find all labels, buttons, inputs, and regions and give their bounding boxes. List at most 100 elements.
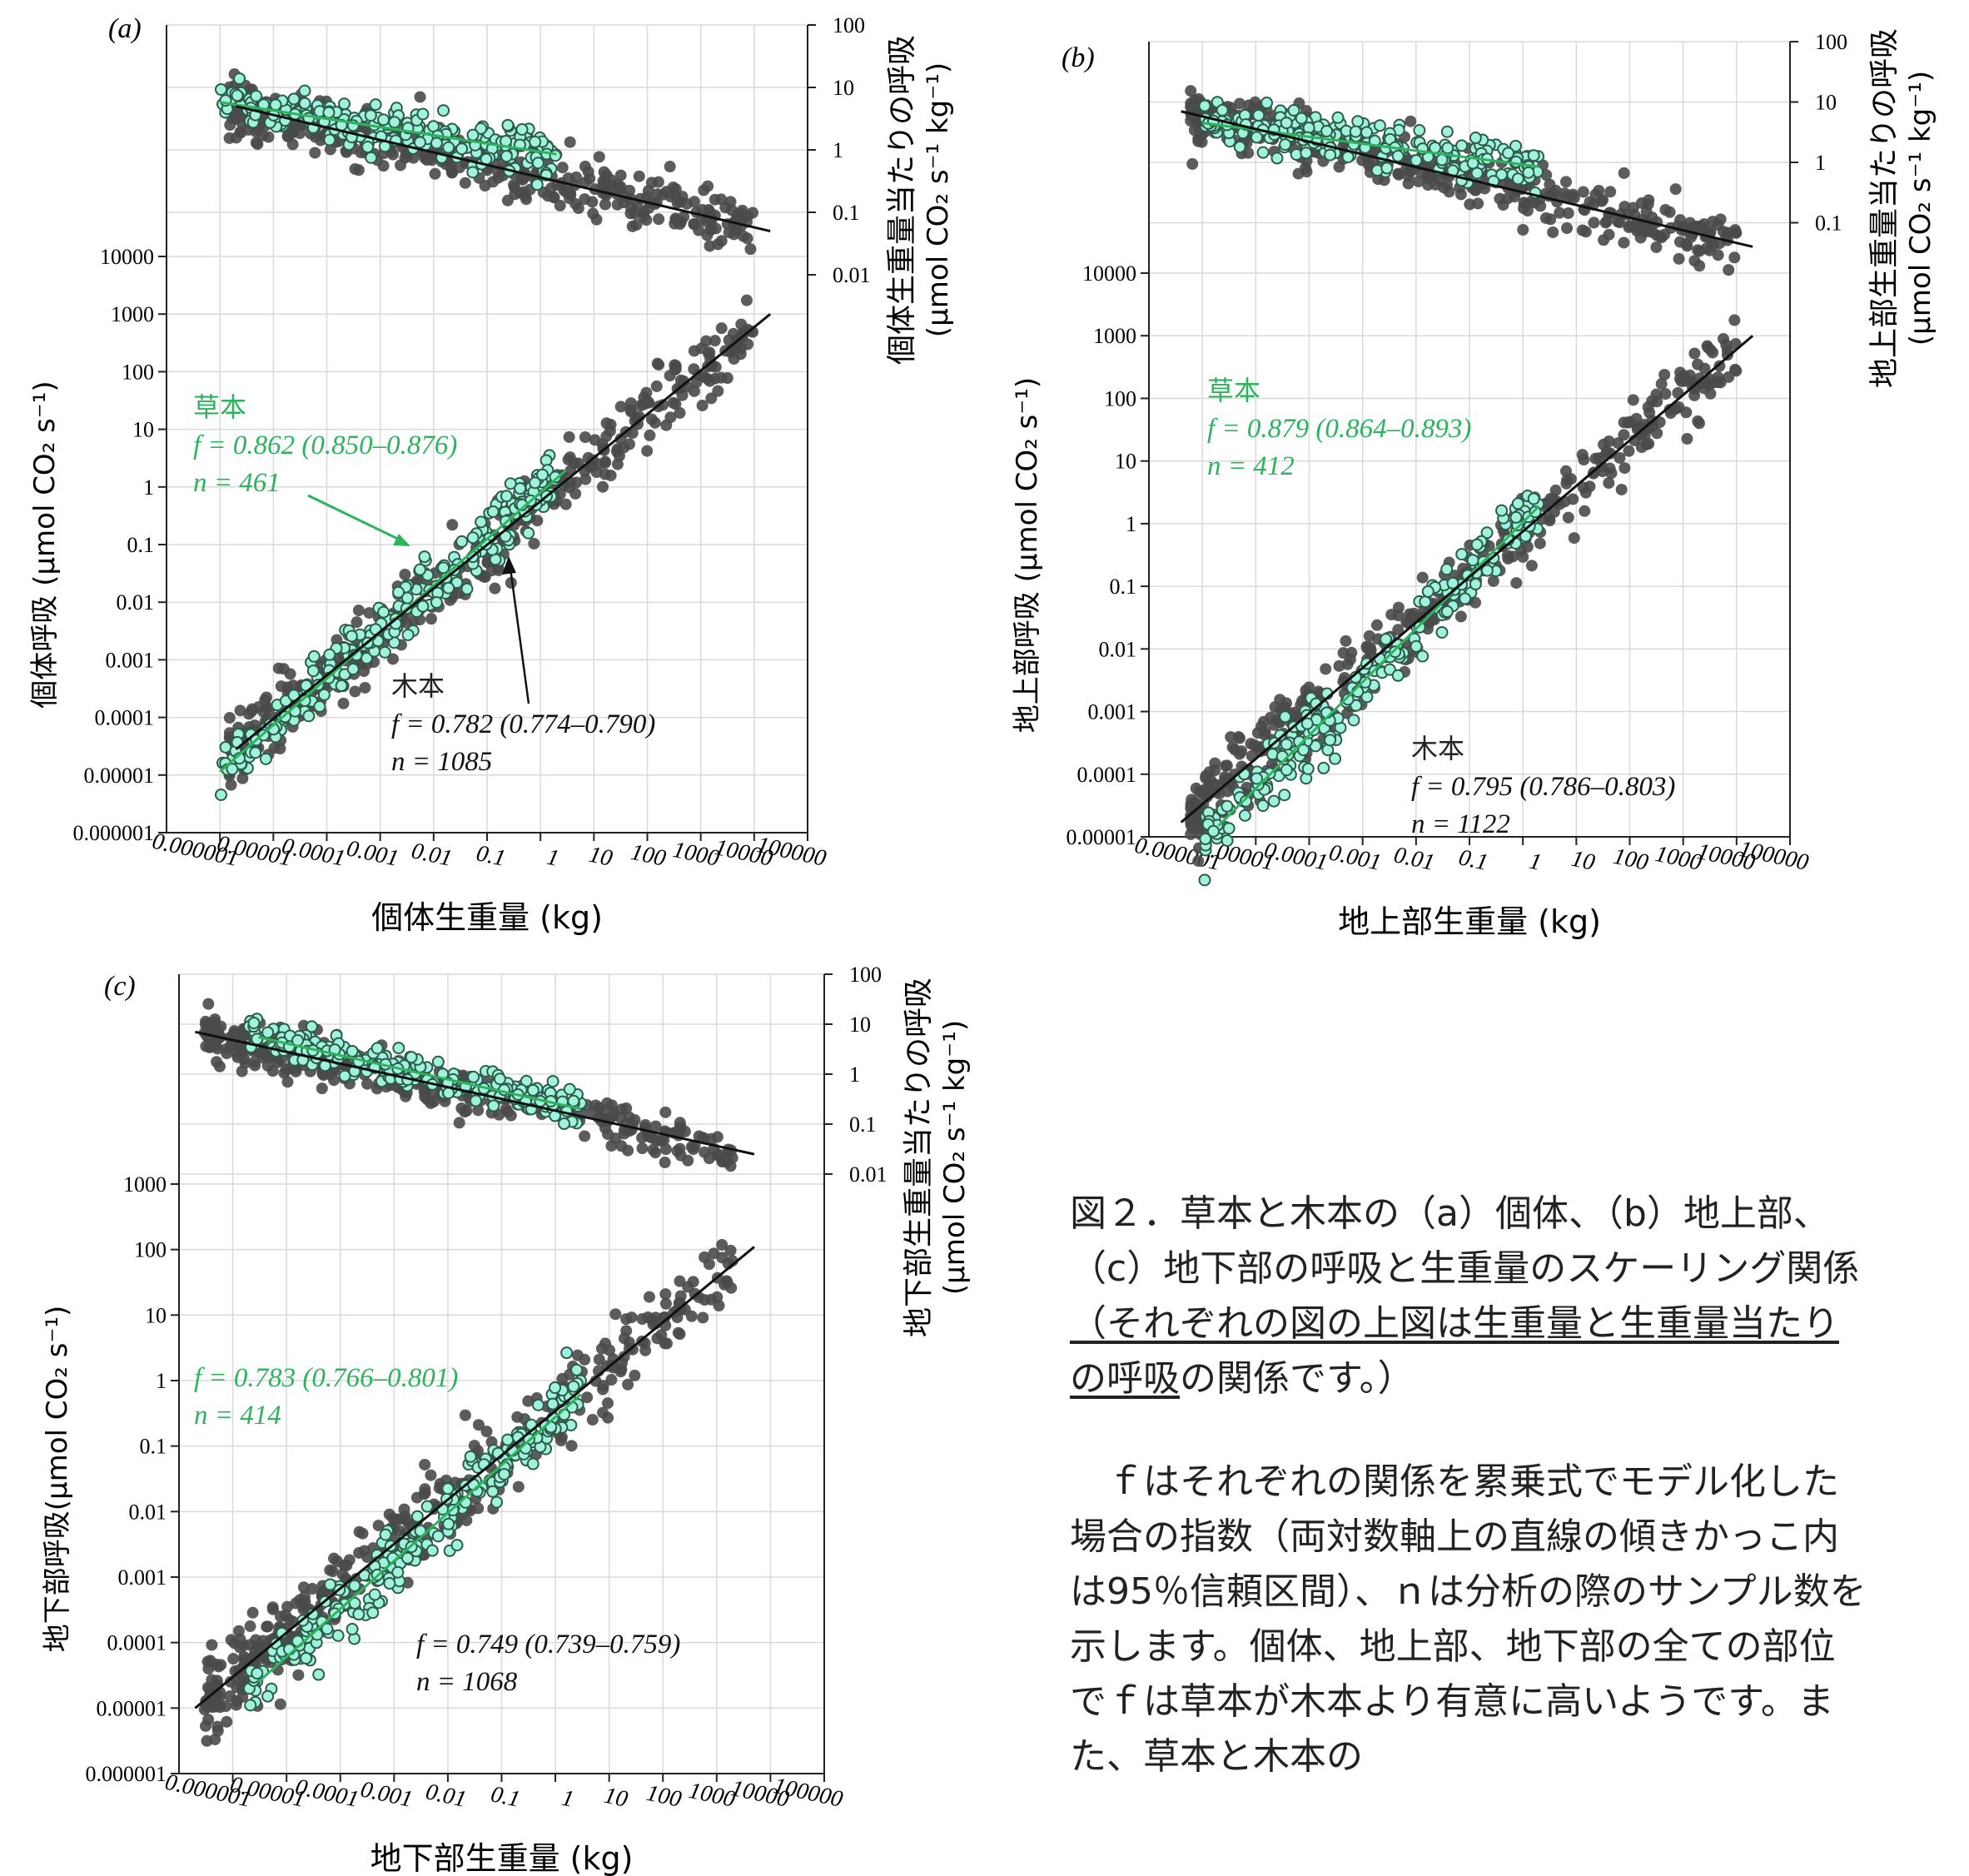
woody-point	[1454, 610, 1467, 623]
woody-mass-point	[649, 1120, 662, 1132]
herb-point	[501, 1433, 515, 1446]
herb-mass-point	[338, 97, 351, 111]
woody-point	[1190, 782, 1202, 794]
herb-mass-point	[430, 137, 443, 150]
herb-point	[455, 535, 469, 548]
woody-mass-point	[744, 243, 757, 256]
herb-point	[1389, 645, 1402, 659]
woody-point	[624, 438, 636, 450]
herb-mass-point	[1287, 104, 1300, 117]
woody-mass-point	[1562, 207, 1574, 220]
herb-mass-point	[549, 149, 562, 162]
herb-point	[312, 1668, 326, 1681]
woody-mass-point	[324, 143, 336, 156]
herb-point	[420, 1500, 434, 1513]
caption-title: 図２．草本と木本の（a）個体、（b）地上部、（c）地下部の呼吸と生重量のスケーリ…	[1070, 1187, 1869, 1406]
herb-point	[1419, 595, 1432, 609]
woody-mass-point	[453, 1117, 465, 1129]
herb-point	[261, 1689, 275, 1703]
woody-point	[505, 576, 517, 589]
woody-mass-point	[715, 193, 728, 206]
herb-point	[1198, 873, 1211, 887]
woody-point	[472, 1419, 485, 1431]
herb-point	[1238, 809, 1251, 822]
caption-underlined: （それぞれの図の上図は生重量と生重量当たりの呼吸	[1070, 1302, 1839, 1400]
herb-mass-point	[1509, 139, 1523, 152]
x-tick-label: 0.1	[1456, 844, 1490, 876]
herb-point	[413, 563, 426, 576]
y-tick-label: 0.00001	[97, 1696, 167, 1720]
woody-mass-point	[1440, 178, 1453, 191]
herb-point	[335, 679, 348, 693]
woody-point	[1320, 663, 1332, 675]
y-axis-title: 個体呼吸 (μmol CO₂ s⁻¹)	[28, 381, 62, 708]
woody-point	[1655, 378, 1668, 391]
woody-point	[1589, 452, 1602, 465]
woody-mass-point	[1577, 186, 1589, 198]
herb-point	[1469, 577, 1482, 590]
herb-mass-fit-line	[258, 1036, 582, 1111]
herb-point	[536, 468, 549, 481]
woody-point	[1692, 415, 1704, 427]
woody-point	[1595, 460, 1608, 473]
woody-point	[643, 1291, 655, 1303]
y-axis-title: 地上部呼吸 (μmol CO₂ s⁻¹)	[1011, 377, 1044, 733]
woody-mass-point	[266, 1065, 279, 1077]
herb-point	[352, 1608, 365, 1621]
woody-point	[230, 1699, 242, 1711]
woody-mass-point	[446, 166, 459, 178]
woody-point	[597, 1383, 609, 1396]
woody-point	[227, 1653, 240, 1665]
woody-mass-point	[1249, 96, 1261, 108]
y-tick-label: 0.001	[118, 1565, 167, 1590]
woody-mass-point	[281, 130, 294, 142]
woody-mass-point	[479, 180, 491, 192]
woody-mass-point	[1539, 211, 1552, 224]
woody-point	[724, 1244, 737, 1256]
woody-point	[696, 399, 709, 411]
woody-mass-point	[664, 161, 676, 173]
woody-mass-point	[1717, 226, 1729, 238]
woody-mass-point	[659, 1143, 672, 1156]
herb-point	[317, 688, 331, 701]
woody-mass-point	[599, 198, 611, 211]
y2-tick-label: 1	[1815, 151, 1826, 175]
herb-mass-point	[370, 1042, 384, 1055]
herb-point	[323, 648, 336, 661]
woody-mass-point	[678, 211, 690, 223]
woody-point	[1692, 358, 1704, 371]
herb-point	[441, 1482, 455, 1495]
herb-point	[401, 628, 415, 641]
y-tick-label: 100	[122, 360, 154, 384]
herb-mass-point	[1331, 111, 1345, 124]
woody-mass-point	[1185, 85, 1197, 97]
woody-point	[559, 498, 572, 510]
herb-point	[226, 763, 239, 776]
herb-mass-point	[231, 89, 244, 102]
woody-mass-point	[737, 230, 749, 242]
woody-point	[657, 399, 669, 411]
woody-point	[1603, 477, 1615, 490]
herb-point	[348, 1579, 361, 1592]
woody-point	[604, 425, 616, 437]
woody-point	[601, 1397, 614, 1410]
woody-point	[387, 1512, 400, 1525]
woody-mass-point	[309, 147, 321, 159]
y-tick-label: 10	[1115, 450, 1136, 474]
woody-point	[1251, 727, 1264, 739]
woody-mass-point	[669, 189, 681, 202]
woody-mass-point	[649, 1147, 662, 1159]
woody-point	[211, 1724, 224, 1737]
herb-point	[437, 561, 450, 575]
woody-mass-point	[643, 202, 655, 214]
woody-point	[650, 380, 663, 392]
herb-f-text: f = 0.783 (0.766–0.801)	[194, 1363, 458, 1393]
woody-point	[1680, 406, 1693, 419]
woody-mass-point	[1595, 195, 1608, 207]
herb-point	[1391, 669, 1405, 682]
woody-point	[359, 681, 371, 694]
caption-tail: の関係です。）	[1180, 1357, 1415, 1400]
woody-point	[713, 1300, 725, 1312]
y-tick-label: 0.00001	[1067, 825, 1137, 849]
